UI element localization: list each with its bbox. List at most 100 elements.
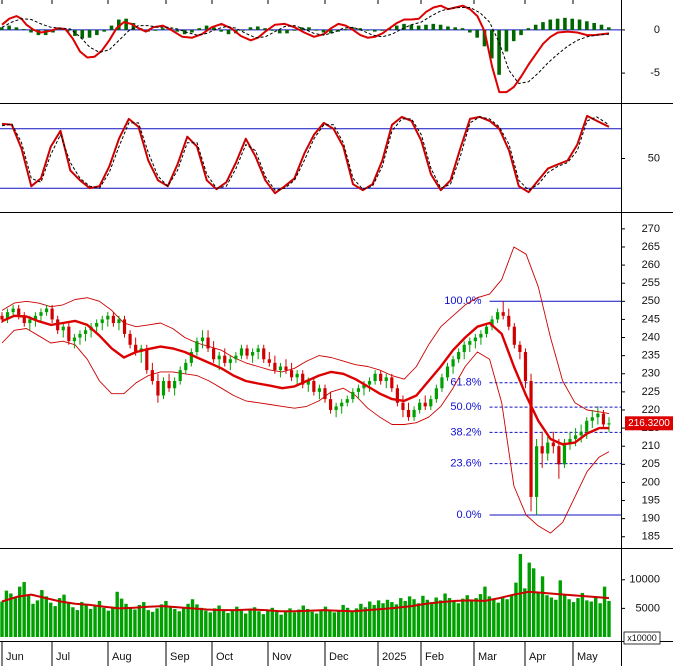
volume-tick-label: 5000 (636, 602, 660, 614)
candle-body (44, 308, 49, 313)
volume-bar (350, 610, 354, 637)
volume-bar (540, 576, 545, 637)
volume-bar (376, 600, 381, 637)
macd-histogram-bar (372, 29, 377, 32)
candle-body (551, 442, 555, 447)
candle-body (195, 341, 199, 353)
macd-histogram-bar (424, 24, 428, 30)
macd-histogram-bar (109, 25, 114, 30)
candle-body (390, 377, 394, 389)
macd-histogram-bar (475, 29, 479, 38)
price-tick-label: 235 (642, 350, 660, 362)
macd-histogram-bar (314, 29, 319, 31)
month-tick-label: Mar (478, 651, 497, 663)
month-tick-label: Jul (56, 651, 70, 663)
macd-histogram-bar (577, 19, 582, 30)
macd-tick-label: 0 (654, 24, 660, 36)
candle-body (440, 377, 444, 389)
bollinger-band-lower (1, 328, 610, 534)
macd-histogram-bar (570, 18, 575, 30)
candle-body (301, 373, 305, 385)
macd-histogram-bar (548, 19, 553, 30)
candle-body (590, 417, 594, 421)
volume-bar (465, 595, 469, 637)
volume-bar (527, 562, 531, 637)
volume-bar (328, 609, 332, 637)
month-tick-label: 2025 (382, 651, 406, 663)
macd-histogram-bar (329, 29, 333, 34)
candle-body (122, 319, 127, 334)
candle-body (468, 341, 472, 345)
month-tick-label: Nov (272, 651, 292, 663)
candle-body (406, 409, 411, 418)
candle-body (228, 359, 232, 363)
volume-bar (549, 597, 554, 637)
month-tick-label: Aug (112, 651, 132, 663)
candle-body (212, 348, 216, 360)
macd-histogram-bar (446, 26, 450, 30)
volume-bar (13, 597, 17, 637)
price-tick-label: 220 (642, 404, 660, 416)
macd-histogram-bar (460, 28, 465, 30)
candle-body (39, 312, 43, 316)
price-tick-label: 265 (642, 241, 660, 253)
volume-bar (531, 568, 536, 637)
volume-bar (509, 595, 514, 637)
candle-body (250, 352, 255, 356)
month-tick-label: Jun (6, 651, 24, 663)
volume-bar (49, 602, 53, 637)
candle-body (145, 348, 149, 371)
macd-histogram-bar (102, 29, 106, 32)
volume-bar (111, 606, 115, 637)
volume-bar (390, 602, 394, 637)
candle-body (61, 326, 65, 331)
volume-bar (500, 596, 505, 637)
volume-bar (212, 608, 217, 637)
candle-body (462, 344, 466, 353)
volume-bar (381, 603, 385, 637)
candle-body (184, 362, 188, 371)
candle-body (507, 315, 511, 327)
candle-body (501, 312, 505, 316)
candle-body (134, 344, 138, 353)
macd-histogram-bar (153, 29, 158, 31)
macd-histogram-bar (80, 29, 85, 39)
candle-body (239, 348, 244, 356)
candle-body (562, 442, 567, 465)
volume-bar (22, 582, 26, 637)
price-panel-bg (0, 214, 622, 549)
volume-bar (88, 608, 93, 637)
candle-body (546, 442, 550, 454)
volume-bar (119, 598, 124, 637)
candle-body (607, 423, 611, 425)
fib-level-label: 38.2% (450, 426, 481, 438)
macd-histogram-bar (321, 29, 326, 33)
macd-histogram-bar (607, 27, 611, 30)
volume-bar (332, 612, 336, 637)
volume-bar (164, 600, 168, 637)
candle-body (579, 431, 583, 436)
volume-bar (496, 602, 500, 637)
volume-bar (208, 612, 212, 637)
price-tick-label: 210 (642, 440, 660, 452)
volume-bar (133, 609, 137, 637)
volume-bar (607, 600, 611, 637)
candle-body (323, 388, 327, 400)
volume-bar (478, 594, 483, 637)
volume-bar (518, 554, 523, 637)
volume-bar (44, 596, 49, 637)
candle-body (351, 391, 355, 400)
volume-bar (181, 607, 186, 637)
macd-histogram-bar (482, 29, 487, 47)
volume-bar (589, 601, 593, 637)
volume-bar (469, 601, 474, 637)
volume-bar (492, 599, 496, 637)
month-tick-label: Sep (170, 651, 190, 663)
volume-bar (452, 600, 456, 637)
month-tick-label: Dec (329, 651, 349, 663)
macd-histogram-bar (511, 29, 516, 42)
candle-body (496, 312, 500, 320)
volume-bar (434, 597, 438, 637)
volume-bar (430, 602, 434, 637)
volume-bar (102, 607, 106, 637)
